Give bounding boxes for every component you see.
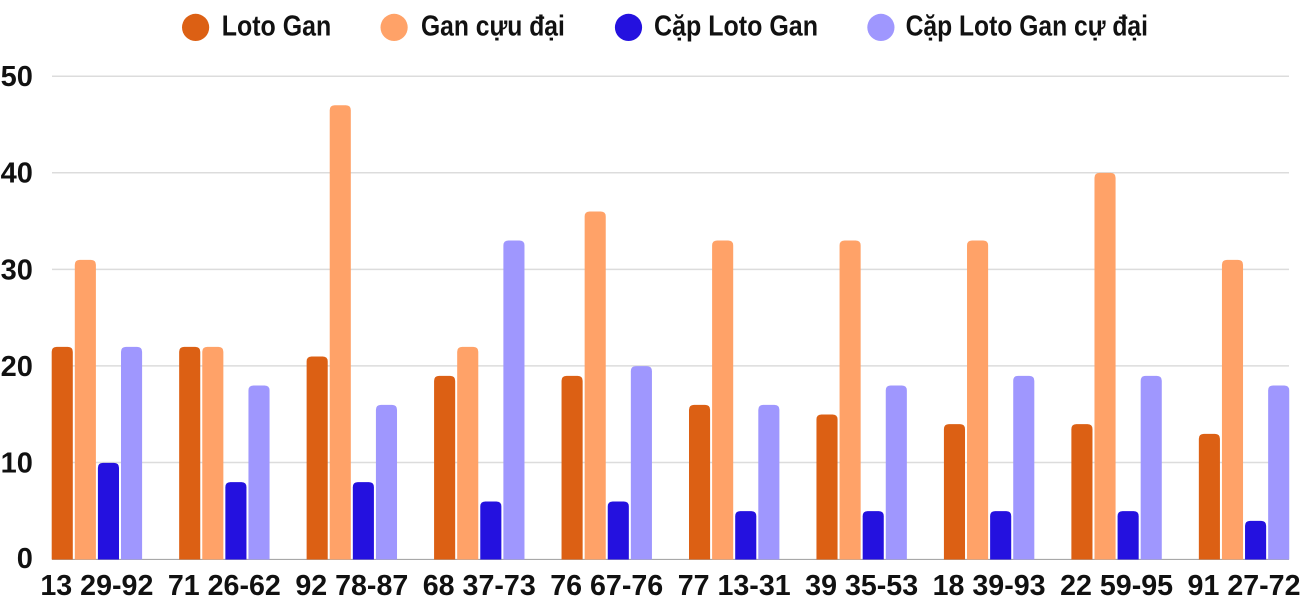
svg-text:0: 0 xyxy=(17,543,33,575)
svg-text:68 37-73: 68 37-73 xyxy=(423,570,536,600)
svg-text:76 67-76: 76 67-76 xyxy=(550,570,663,600)
svg-text:18 39-93: 18 39-93 xyxy=(933,570,1046,600)
svg-text:40: 40 xyxy=(1,158,33,190)
svg-text:Cặp Loto Gan cự đại: Cặp Loto Gan cự đại xyxy=(906,11,1148,43)
svg-text:30: 30 xyxy=(1,254,33,286)
svg-text:10: 10 xyxy=(1,447,33,479)
svg-text:20: 20 xyxy=(1,351,33,383)
svg-text:Loto Gan: Loto Gan xyxy=(222,11,331,43)
svg-text:50: 50 xyxy=(1,61,33,93)
svg-text:91 27-72: 91 27-72 xyxy=(1188,570,1300,600)
svg-text:77 13-31: 77 13-31 xyxy=(678,570,791,600)
svg-text:Gan cựu đại: Gan cựu đại xyxy=(421,11,565,43)
svg-text:71 26-62: 71 26-62 xyxy=(168,570,281,600)
svg-text:39 35-53: 39 35-53 xyxy=(805,570,918,600)
svg-text:22 59-95: 22 59-95 xyxy=(1060,570,1173,600)
svg-text:13 29-92: 13 29-92 xyxy=(40,570,153,600)
svg-text:Cặp Loto Gan: Cặp Loto Gan xyxy=(654,11,818,43)
svg-text:92 78-87: 92 78-87 xyxy=(295,570,408,600)
